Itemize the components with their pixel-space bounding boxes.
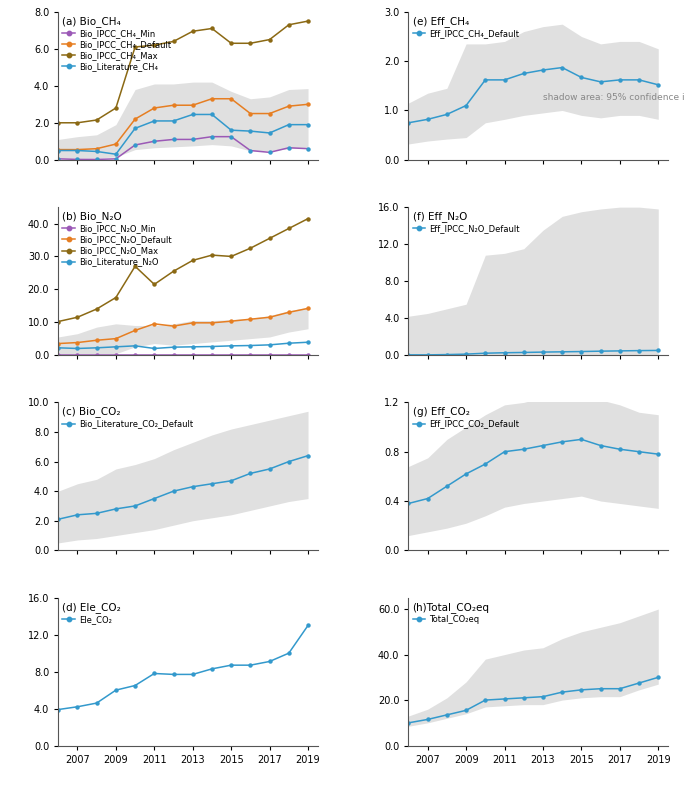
Legend: Ele_CO₂: Ele_CO₂ bbox=[61, 600, 123, 626]
Legend: Total_CO₂eq: Total_CO₂eq bbox=[411, 600, 491, 626]
Legend: Bio_IPCC_N₂O_Min, Bio_IPCC_N₂O_Default, Bio_IPCC_N₂O_Max, Bio_Literature_N₂O: Bio_IPCC_N₂O_Min, Bio_IPCC_N₂O_Default, … bbox=[61, 210, 173, 268]
Legend: Eff_IPCC_N₂O_Default: Eff_IPCC_N₂O_Default bbox=[411, 210, 521, 235]
Legend: Eff_IPCC_CO₂_Default: Eff_IPCC_CO₂_Default bbox=[411, 405, 521, 430]
Text: shadow area: 95% confidence interval: shadow area: 95% confidence interval bbox=[543, 93, 685, 102]
Legend: Eff_IPCC_CH₄_Default: Eff_IPCC_CH₄_Default bbox=[411, 14, 521, 39]
Legend: Bio_Literature_CO₂_Default: Bio_Literature_CO₂_Default bbox=[61, 405, 195, 430]
Legend: Bio_IPCC_CH₄_Min, Bio_IPCC_CH₄_Default, Bio_IPCC_CH₄_Max, Bio_Literature_CH₄: Bio_IPCC_CH₄_Min, Bio_IPCC_CH₄_Default, … bbox=[61, 14, 173, 73]
